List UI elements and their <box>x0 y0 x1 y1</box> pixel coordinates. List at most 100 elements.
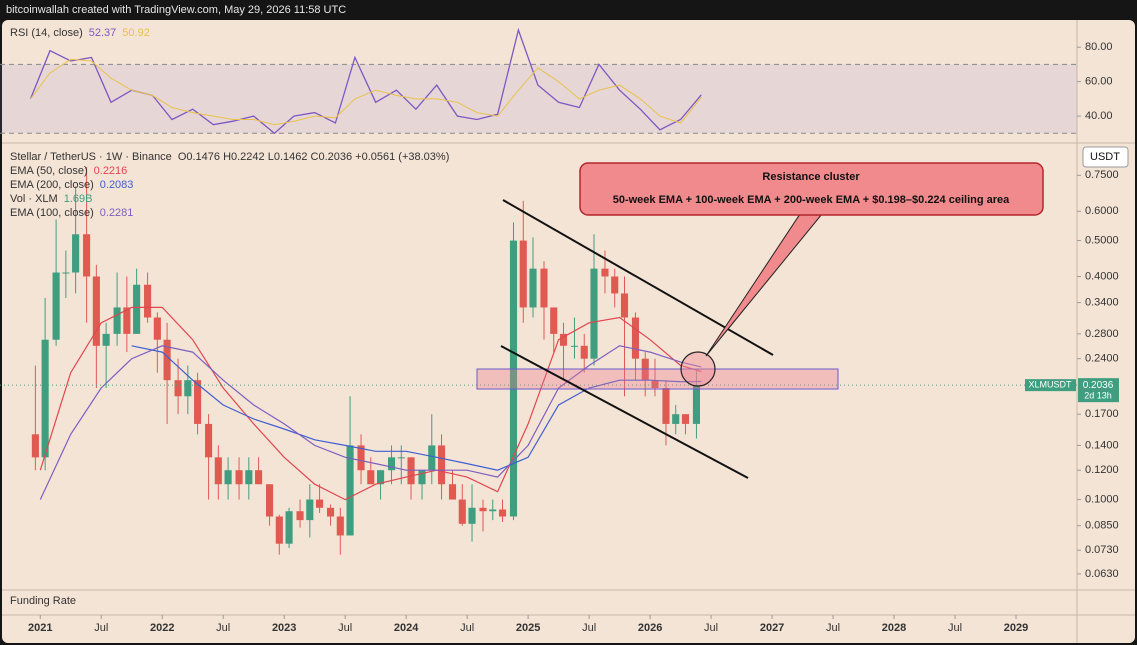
x-tick-label: 2021 <box>28 622 52 634</box>
candle-body <box>31 434 39 458</box>
y-tick-label: 0.1200 <box>1085 464 1119 476</box>
candle-body <box>174 380 182 397</box>
y-tick-label: 0.0730 <box>1085 544 1119 556</box>
x-tick-label: 2029 <box>1004 622 1028 634</box>
rsi-line <box>30 58 702 126</box>
x-tick-label: 2023 <box>272 622 296 634</box>
candle-body <box>458 499 466 524</box>
currency: USDT <box>1090 151 1120 163</box>
y-tick-label: 0.4000 <box>1085 270 1119 282</box>
y-tick-label: 40.00 <box>1085 110 1113 122</box>
legend-value: 0.2281 <box>100 207 134 219</box>
callout-text: 50-week EMA + 100-week EMA + 200-week EM… <box>613 194 1010 206</box>
candle-body <box>529 268 537 308</box>
x-tick-label: Jul <box>216 622 230 634</box>
candle-body <box>590 268 598 359</box>
ema-line <box>39 306 702 501</box>
candle-body <box>397 457 405 459</box>
candle-body <box>550 307 558 334</box>
candle-body <box>376 470 385 485</box>
legend-value: 52.37 <box>89 27 117 39</box>
candle-body <box>651 380 659 389</box>
legend: RSI (14, close) 52.37 50.92 Stellar / Tethe… <box>10 27 449 219</box>
y-tick-label: 0.0850 <box>1085 520 1119 532</box>
legend-name: EMA (50, close) <box>10 165 88 177</box>
candle-body <box>133 284 141 334</box>
candle-body <box>357 445 365 471</box>
candle-body <box>631 317 640 359</box>
candle-body <box>205 423 213 458</box>
y-tick-label: 0.7500 <box>1085 169 1119 181</box>
candle-body <box>692 385 701 424</box>
candle-body <box>681 414 690 424</box>
rsi-band <box>0 64 1077 134</box>
candle-body <box>255 470 263 485</box>
x-tick-label: 2022 <box>150 622 174 634</box>
y-tick-label: 0.6000 <box>1085 205 1119 217</box>
candle-body <box>235 470 243 485</box>
candle-body <box>336 516 344 536</box>
candle-body <box>123 307 131 334</box>
y-tick-label: 0.1400 <box>1085 439 1119 451</box>
x-tick-label: Jul <box>338 622 352 634</box>
x-tick-label: Jul <box>826 622 840 634</box>
x-tick-label: Jul <box>460 622 474 634</box>
candle-body <box>62 272 70 274</box>
highlight-circle <box>680 351 716 387</box>
candle-body <box>296 511 304 521</box>
x-tick-label: 2026 <box>638 622 662 634</box>
candle-body <box>437 445 446 485</box>
price-tag-box <box>1078 378 1119 403</box>
candle-body <box>214 457 222 485</box>
candle-body <box>428 445 436 471</box>
ema-line <box>39 345 702 500</box>
y-tick-label: 0.2400 <box>1085 353 1119 365</box>
y-tick-label: 0.1700 <box>1085 408 1119 420</box>
x-tick-label: 2024 <box>394 622 419 634</box>
legend-name: EMA (100, close) <box>10 207 94 219</box>
candle-body <box>153 317 161 340</box>
x-tick-label: 2028 <box>882 622 906 634</box>
channel-lower <box>500 345 749 479</box>
candle-body <box>580 345 588 359</box>
candle-body <box>418 470 426 485</box>
legend-value: 50.92 <box>122 27 150 39</box>
candle-body <box>184 380 192 397</box>
candle-body <box>448 484 457 500</box>
candle-body <box>611 276 619 294</box>
candle-body <box>194 380 202 424</box>
x-tick-label: 2025 <box>516 622 540 634</box>
legend-title: Stellar / TetherUS · 1W · Binance <box>10 151 172 163</box>
candle-body <box>113 307 121 334</box>
x-tick-label: 2027 <box>760 622 784 634</box>
y-tick-label: 0.2800 <box>1085 328 1119 340</box>
candle-body <box>387 457 396 471</box>
x-tick-label: Jul <box>948 622 962 634</box>
x-tick-label: Jul <box>704 622 718 634</box>
candle-body <box>316 499 324 508</box>
candle-body <box>102 333 110 346</box>
legend-value: 0.2216 <box>94 165 128 177</box>
ohlc-label: O0.1476 H0.2242 L0.1462 C0.2036 +0.0561 … <box>178 151 450 163</box>
candle-body <box>285 511 293 544</box>
panel-label: Funding Rate <box>10 595 76 607</box>
candle-body <box>326 507 335 517</box>
credit: bitcoinwallah created with TradingView.c… <box>6 4 346 16</box>
candle-body <box>498 509 507 517</box>
candle-body <box>306 499 314 521</box>
candle-body <box>570 345 579 347</box>
candle-body <box>662 388 670 424</box>
price-tag: 0.2036 <box>1083 380 1114 391</box>
candle-body <box>540 268 548 308</box>
candle-body <box>92 276 100 346</box>
y-tick-label: 0.0630 <box>1085 568 1119 580</box>
candle-body <box>224 470 232 485</box>
currency-box <box>1082 146 1129 168</box>
candle-body <box>468 507 476 524</box>
symbol-tag-box <box>1025 379 1076 392</box>
legend-value: 0.2083 <box>100 179 134 191</box>
legend-title: RSI (14, close) <box>10 27 83 39</box>
callout-title: Resistance cluster <box>762 171 860 183</box>
plot-area: 80.00 60.00 40.00 0.7500 0.6000 0.5000 0.4000 0… <box>0 27 1119 634</box>
symbol-tag: XLMUSDT <box>1028 380 1072 390</box>
